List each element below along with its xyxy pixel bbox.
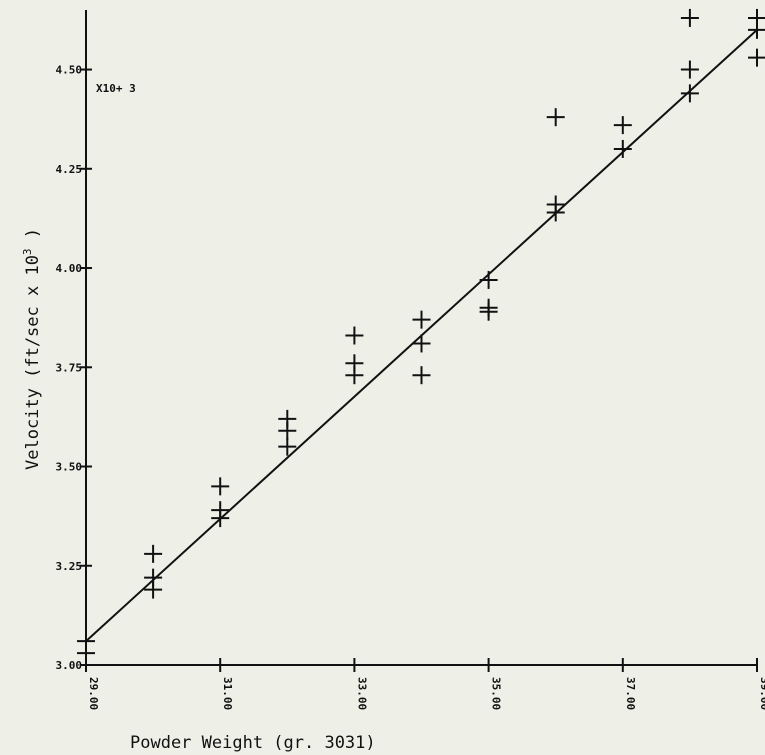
data-point-marker	[748, 8, 765, 27]
data-point-marker	[77, 632, 95, 651]
data-point-marker	[748, 48, 765, 67]
data-point-marker	[345, 326, 364, 345]
x-tick-label: 35.00	[490, 677, 503, 710]
data-point-marker	[144, 580, 163, 599]
data-point-marker	[412, 366, 431, 385]
x-tick-label: 29.00	[87, 677, 100, 710]
y-tick-label: 3.50	[56, 461, 83, 474]
data-point-marker	[278, 409, 297, 428]
data-point-marker	[412, 310, 431, 329]
data-point-marker	[546, 108, 565, 127]
y-axis-title: Velocity (ft/sec x 103 )	[21, 228, 43, 470]
data-point-marker	[345, 354, 364, 373]
data-point-marker	[613, 116, 632, 135]
data-point-marker	[211, 501, 230, 520]
y-tick-label: 4.50	[56, 64, 83, 77]
plot-axes	[85, 10, 757, 666]
data-point-marker	[211, 477, 230, 496]
data-point-marker	[479, 270, 498, 289]
y-tick-label: 4.25	[56, 163, 83, 176]
data-point-marker	[680, 8, 699, 27]
data-point-marker	[613, 139, 632, 158]
y-tick-label: 4.00	[56, 262, 83, 275]
x-tick-label: 33.00	[355, 677, 368, 710]
y-tick-label: 3.75	[56, 361, 83, 374]
x-tick-label: 39.00	[758, 677, 765, 710]
x-axis-title: Powder Weight (gr. 3031)	[130, 733, 376, 753]
y-axis-title-close: )	[23, 228, 43, 248]
y-ticks: 3.00 3.25 3.50 3.75 4.00 4.25 4.50	[56, 64, 92, 672]
x-tick-label: 37.00	[624, 677, 637, 710]
y-tick-label: 3.00	[56, 659, 83, 672]
data-point-marker	[278, 437, 297, 456]
y-axis-title-main: Velocity (ft/sec x 10	[23, 255, 43, 470]
data-point-marker	[680, 60, 699, 79]
data-point-marker	[680, 84, 699, 103]
x-tick-label: 31.00	[221, 677, 234, 710]
data-point-marker	[144, 544, 163, 563]
x-ticks: 29.00 31.00 33.00 35.00 37.00 39.00	[85, 658, 765, 710]
data-points	[77, 8, 765, 663]
y-axis-title-exponent: 3	[21, 248, 34, 255]
data-point-marker	[546, 195, 565, 214]
scale-note: X10+ 3	[96, 82, 136, 95]
data-point-marker	[479, 298, 498, 317]
y-tick-label: 3.25	[56, 560, 83, 573]
data-point-marker	[412, 334, 431, 353]
